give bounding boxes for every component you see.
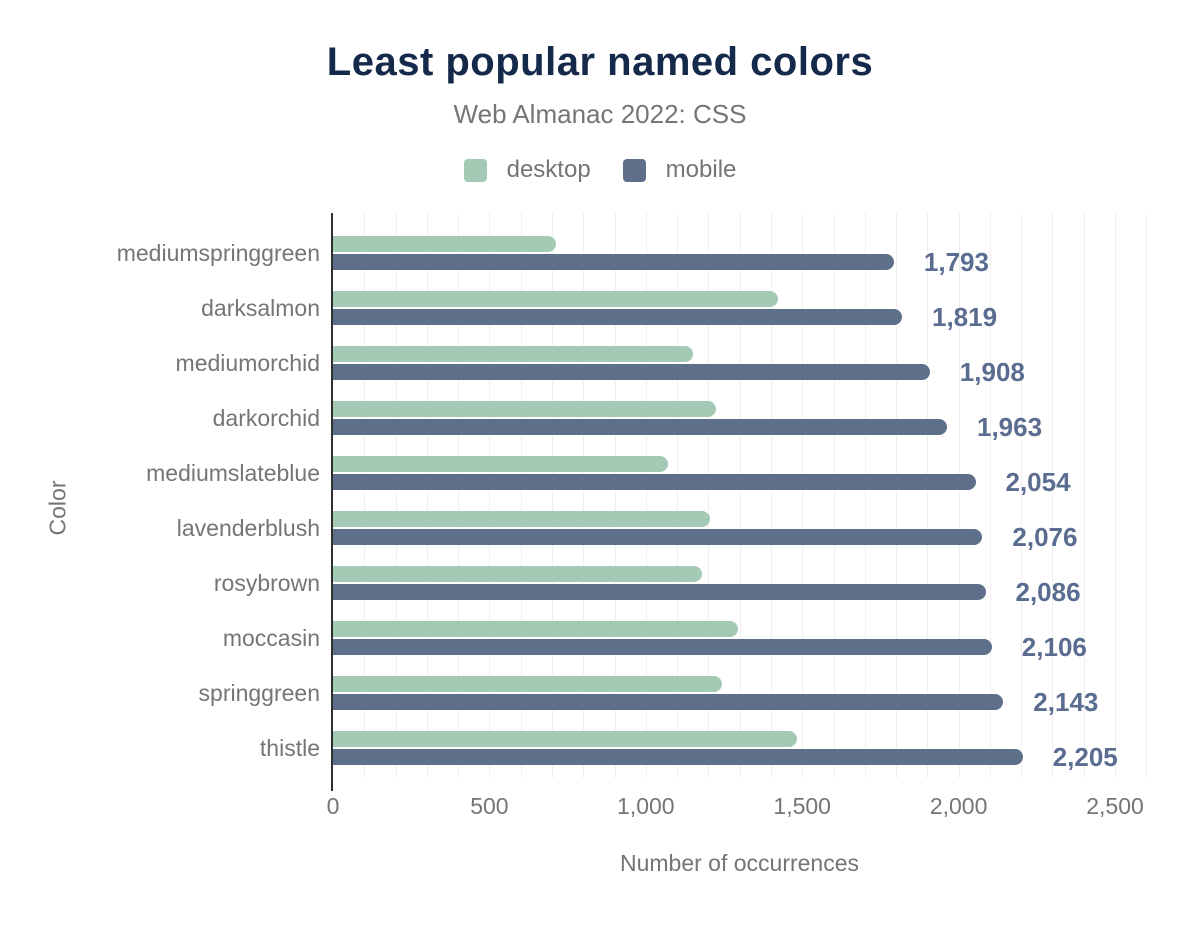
legend-item-mobile: mobile (622, 156, 737, 184)
legend-label-mobile: mobile (665, 156, 737, 183)
x-tick-label: 2,500 (1086, 793, 1144, 819)
desktop-bar (333, 236, 556, 252)
mobile-bar (333, 639, 992, 655)
x-axis-title: Number of occurrences (619, 850, 860, 876)
x-tick-label: 500 (470, 793, 509, 819)
gridline (614, 213, 616, 778)
category-label: darksalmon (201, 295, 320, 321)
category-label: springgreen (198, 680, 320, 706)
value-label: 1,819 (932, 302, 998, 332)
category-label: moccasin (222, 625, 320, 651)
gridline (1052, 213, 1054, 778)
mobile-bar (333, 584, 986, 600)
gridline (458, 213, 460, 778)
mobile-bar (333, 749, 1023, 765)
value-label: 2,106 (1021, 632, 1087, 662)
category-label: mediumspringgreen (116, 240, 320, 266)
desktop-bar (333, 291, 779, 307)
gridline (770, 213, 772, 778)
gridline (739, 213, 741, 778)
mobile-bar (333, 364, 930, 380)
x-tick-label: 0 (326, 793, 340, 819)
gridline (958, 213, 960, 778)
y-axis-line (331, 213, 333, 791)
value-label: 2,205 (1052, 742, 1118, 772)
gridline (489, 213, 491, 778)
value-label: 1,963 (977, 412, 1043, 442)
category-labels: mediumspringgreen darksalmon mediumorchid d… (0, 0, 320, 928)
desktop-bar (333, 731, 797, 747)
bar-row: 2,106 (333, 621, 1146, 661)
gridline (708, 213, 710, 778)
gridline (833, 213, 835, 778)
desktop-bar (333, 401, 716, 417)
legend-swatch-desktop-icon (463, 158, 487, 182)
desktop-bar (333, 511, 710, 527)
bar-row: 2,054 (333, 456, 1146, 496)
mobile-bar (333, 419, 947, 435)
gridline (864, 213, 866, 778)
value-label: 2,086 (1015, 577, 1081, 607)
gridline (989, 213, 991, 778)
gridline (677, 213, 679, 778)
desktop-bar (333, 676, 723, 692)
mobile-bar (333, 474, 976, 490)
desktop-bar (333, 346, 694, 362)
desktop-bar (333, 566, 703, 582)
legend-item-desktop: desktop (463, 156, 591, 184)
x-tick-label: 1,500 (773, 793, 831, 819)
gridline (1146, 213, 1148, 778)
gridline (1115, 213, 1116, 778)
value-label: 1,793 (923, 247, 989, 277)
category-label: lavenderblush (176, 515, 320, 541)
desktop-bar (333, 456, 669, 472)
mobile-bar (333, 309, 902, 325)
gridline (802, 213, 804, 778)
mobile-bar (333, 529, 983, 545)
legend-label-desktop: desktop (506, 156, 591, 183)
bar-row: 1,793 (333, 236, 1146, 276)
gridline (552, 213, 553, 778)
gridline (927, 213, 929, 778)
value-label: 2,143 (1033, 687, 1099, 717)
gridline (1083, 213, 1085, 778)
bar-row: 2,143 (333, 676, 1146, 716)
mobile-bar (333, 254, 894, 270)
gridline (520, 213, 522, 778)
chart-subtitle: Web Almanac 2022: CSS (453, 99, 747, 129)
bar-row: 2,076 (333, 511, 1146, 551)
legend-swatch-mobile-icon (622, 158, 646, 182)
bar-row: 1,819 (333, 291, 1146, 331)
value-label: 2,076 (1012, 522, 1078, 552)
category-label: mediumorchid (175, 350, 320, 376)
bar-row: 1,908 (333, 346, 1146, 386)
gridline (395, 213, 397, 778)
chart-title: Least popular named colors (326, 40, 874, 84)
gridline (896, 213, 897, 778)
desktop-bar (333, 621, 738, 637)
plot-area: 1,793 1,819 1,908 1,963 2,054 2,076 2,086 2,106… (331, 213, 1148, 791)
bar-row: 2,205 (333, 731, 1146, 771)
value-label: 1,908 (959, 357, 1025, 387)
value-label: 2,054 (1005, 467, 1071, 497)
x-tick-label: 2,000 (929, 793, 988, 819)
gridline (645, 213, 647, 778)
bar-row: 2,086 (333, 566, 1146, 606)
mobile-bar (333, 694, 1004, 710)
category-label: rosybrown (213, 570, 320, 596)
x-tick-label: 1,000 (617, 793, 675, 819)
gridline (364, 213, 366, 778)
legend: desktop mobile (0, 156, 1200, 184)
category-label: mediumslateblue (146, 460, 320, 486)
bar-row: 1,963 (333, 401, 1146, 441)
gridline (583, 213, 585, 778)
category-label: darkorchid (212, 405, 320, 431)
gridline (1021, 213, 1023, 778)
gridline (426, 213, 428, 778)
category-label: thistle (259, 735, 320, 761)
